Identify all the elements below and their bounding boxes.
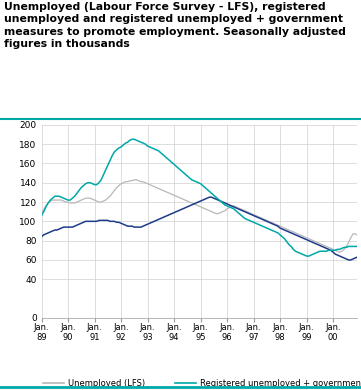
Text: Unemployed (Labour Force Survey - LFS), registered
unemployed and registered une: Unemployed (Labour Force Survey - LFS), …: [4, 2, 345, 49]
Legend: Unemployed (LFS), Registered unemployed, Registered unemployed + government meas: Unemployed (LFS), Registered unemployed,…: [39, 376, 361, 390]
